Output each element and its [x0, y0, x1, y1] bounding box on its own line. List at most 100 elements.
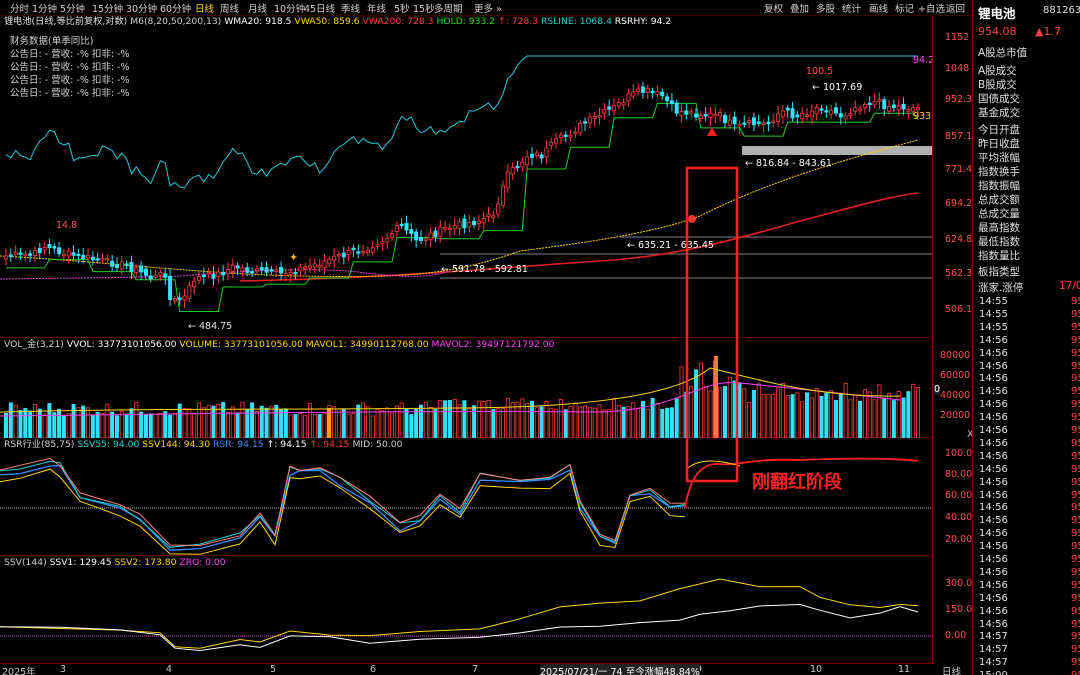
volume-bar: [428, 406, 433, 438]
period-tab-9[interactable]: 10分钟: [274, 4, 306, 15]
candle: [858, 105, 863, 115]
period-tab-5[interactable]: 60分钟: [160, 4, 192, 15]
candle: [47, 239, 52, 255]
toolbar-6[interactable]: +自选: [918, 4, 945, 15]
ssv-legend: SSV(144) SSV1: 129.45 SSV2: 173.80 ZRO: …: [4, 557, 226, 569]
period-tab-15[interactable]: 多周期: [434, 4, 463, 15]
volume-bar: [708, 390, 713, 438]
period-tab-2[interactable]: 5分钟: [60, 4, 86, 15]
toolbar-3[interactable]: 统计: [842, 4, 862, 15]
candle: [90, 251, 95, 266]
volume-bar: [592, 407, 597, 438]
ssv-chart[interactable]: [0, 556, 932, 663]
tick-time-12: 14:56: [979, 450, 1008, 462]
period-label: 日线: [942, 667, 962, 675]
tick-value-15: 95: [1071, 489, 1080, 501]
price-tick-3: 857.1: [945, 131, 973, 142]
volume-bar: [563, 409, 568, 438]
volume-bar: [288, 414, 293, 438]
period-tab-8[interactable]: 月线: [248, 4, 268, 15]
legend-item-2: VWA50: 859.6: [294, 16, 363, 27]
volume-bar-highlight: [714, 356, 718, 438]
rsr-chart[interactable]: [0, 438, 932, 556]
volume-bar: [211, 405, 216, 438]
tick-time-24: 14:56: [979, 605, 1008, 617]
tick-time-29: 15:00: [979, 670, 1008, 675]
candle: [785, 104, 790, 118]
volume-bar: [57, 408, 62, 438]
toolbar-5[interactable]: 标记: [895, 4, 915, 15]
candle: [57, 242, 62, 257]
volume-bar: [626, 406, 631, 438]
candle: [833, 102, 838, 117]
volume-bar: [694, 369, 699, 438]
candle: [650, 87, 655, 99]
toolbar-7[interactable]: 返回: [946, 4, 966, 15]
candle: [447, 223, 452, 238]
volume-bar: [298, 413, 303, 438]
month-label-2: 4: [166, 664, 173, 675]
period-tab-14[interactable]: 15秒: [413, 4, 435, 15]
volume-bar: [254, 410, 259, 438]
volume-bar: [906, 391, 911, 438]
toolbar-4[interactable]: 画线: [869, 4, 889, 15]
tick-time-6: 14:56: [979, 373, 1008, 385]
candle: [404, 215, 409, 235]
volume-bar: [554, 408, 559, 438]
quote-field-4: 基金成交: [978, 107, 1020, 119]
candle: [747, 116, 752, 129]
volume-legend: VOL_金(3,21) VVOL: 33773101056.00 VOLUME:…: [4, 339, 554, 351]
volume-bar: [71, 404, 76, 438]
quote-field-6: 昨日收盘: [978, 138, 1020, 150]
period-tab-6[interactable]: 日线: [195, 4, 215, 15]
toolbar-1[interactable]: 叠加: [790, 4, 810, 15]
volume-bar: [172, 412, 177, 438]
price-panel[interactable]: 锂电池(日线,等比前复权,对数) M6(8,20,50,200,13) WMA2…: [0, 16, 932, 338]
high-label: 14.8: [56, 220, 77, 231]
volume-panel[interactable]: VOL_金(3,21) VVOL: 33773101056.00 VOLUME:…: [0, 338, 932, 438]
volume-bar: [47, 403, 52, 438]
candle: [4, 248, 9, 266]
candle: [501, 180, 506, 209]
candle: [476, 214, 481, 231]
candle: [679, 104, 684, 123]
legend-item-3: ZRO: 0.00: [179, 557, 226, 568]
volume-bar: [134, 401, 139, 438]
volume-bar: [684, 391, 689, 438]
rsr-panel[interactable]: RSR行业(85,75) SSV55: 94.00 SSV144: 94.30 …: [0, 438, 932, 556]
volume-chart[interactable]: [0, 338, 932, 438]
volume-bar: [438, 400, 443, 438]
period-tab-4[interactable]: 30分钟: [126, 4, 158, 15]
period-tab-7[interactable]: 周线: [220, 4, 240, 15]
legend-item-4: ↑: 94.15: [266, 439, 310, 450]
period-tab-13[interactable]: 5秒: [394, 4, 410, 15]
candle: [293, 268, 298, 280]
candle: [867, 96, 872, 112]
volume-bar: [245, 409, 250, 438]
period-tab-10[interactable]: 45日线: [304, 4, 336, 15]
volume-bar: [346, 413, 351, 438]
volume-bar: [390, 412, 395, 438]
period-tab-12[interactable]: 年线: [367, 4, 387, 15]
volume-bar: [230, 406, 235, 438]
candle: [317, 258, 322, 273]
period-tab-11[interactable]: 季线: [341, 4, 361, 15]
tick-value-20: 95: [1071, 554, 1080, 565]
period-tab-0[interactable]: 分时: [10, 4, 30, 15]
period-tab-16[interactable]: 更多 »: [474, 4, 502, 15]
candle: [288, 268, 293, 283]
quote-field-1: A股成交: [978, 65, 1017, 77]
period-tab-3[interactable]: 15分钟: [92, 4, 124, 15]
candlestick-chart[interactable]: 14.8 ← 484.75 100.5 ← 1017.69 ← 816.84 - 843…: [0, 16, 932, 338]
legend-item-3: RSR: 94.15: [213, 439, 267, 450]
toolbar-0[interactable]: 复权: [764, 4, 784, 15]
volume-bar: [399, 402, 404, 438]
hold-end-label: 933.2: [913, 111, 932, 122]
volume-bar: [814, 388, 819, 438]
toolbar-2[interactable]: 多股: [816, 4, 836, 15]
period-tab-1[interactable]: 1分钟: [32, 4, 58, 15]
ssv-panel[interactable]: SSV(144) SSV1: 129.45 SSV2: 173.80 ZRO: …: [0, 556, 932, 663]
limit-up-value: 17/0: [1059, 280, 1080, 292]
rsr-tick-1: 80.00: [945, 469, 973, 480]
